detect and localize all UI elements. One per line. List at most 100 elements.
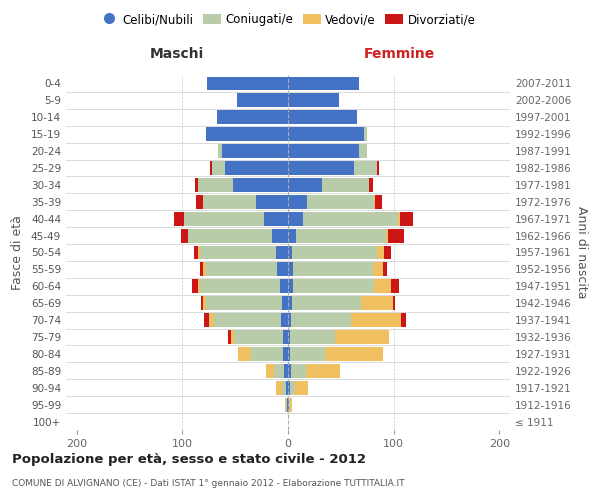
Bar bbox=[291, 364, 306, 378]
Bar bbox=[202, 296, 203, 310]
Bar bbox=[251, 347, 283, 361]
Bar bbox=[209, 313, 214, 327]
Bar bbox=[290, 347, 325, 361]
Bar bbox=[288, 94, 339, 108]
Bar bbox=[292, 246, 377, 260]
Bar bbox=[283, 347, 288, 361]
Bar bbox=[286, 381, 288, 394]
Bar bbox=[203, 262, 206, 276]
Bar bbox=[277, 262, 288, 276]
Text: Femmine: Femmine bbox=[364, 47, 434, 61]
Bar bbox=[174, 212, 184, 226]
Bar bbox=[196, 195, 203, 208]
Bar bbox=[306, 364, 340, 378]
Bar bbox=[281, 296, 288, 310]
Bar bbox=[237, 94, 288, 108]
Bar bbox=[288, 313, 291, 327]
Bar bbox=[284, 364, 288, 378]
Bar bbox=[223, 144, 288, 158]
Bar bbox=[288, 398, 289, 411]
Bar bbox=[377, 161, 379, 175]
Bar bbox=[288, 381, 290, 394]
Bar bbox=[188, 228, 272, 242]
Bar bbox=[288, 178, 322, 192]
Bar bbox=[263, 212, 288, 226]
Bar bbox=[272, 228, 288, 242]
Bar bbox=[287, 398, 288, 411]
Bar bbox=[292, 296, 361, 310]
Bar bbox=[212, 161, 224, 175]
Bar bbox=[203, 195, 256, 208]
Bar bbox=[364, 127, 367, 141]
Bar bbox=[198, 178, 233, 192]
Bar bbox=[374, 195, 382, 208]
Bar bbox=[277, 381, 281, 394]
Bar bbox=[195, 178, 198, 192]
Bar bbox=[285, 398, 286, 411]
Legend: Celibi/Nubili, Coniugati/e, Vedovi/e, Divorziati/e: Celibi/Nubili, Coniugati/e, Vedovi/e, Di… bbox=[95, 8, 481, 31]
Bar bbox=[203, 296, 206, 310]
Bar bbox=[266, 364, 274, 378]
Y-axis label: Fasce di età: Fasce di età bbox=[11, 215, 24, 290]
Bar bbox=[307, 195, 374, 208]
Bar bbox=[322, 178, 370, 192]
Bar bbox=[194, 246, 198, 260]
Bar bbox=[210, 161, 212, 175]
Text: Popolazione per età, sesso e stato civile - 2012: Popolazione per età, sesso e stato civil… bbox=[12, 452, 366, 466]
Bar bbox=[233, 178, 288, 192]
Bar bbox=[283, 330, 288, 344]
Bar bbox=[206, 296, 281, 310]
Bar bbox=[293, 262, 373, 276]
Bar bbox=[373, 262, 383, 276]
Bar bbox=[353, 161, 377, 175]
Bar bbox=[198, 246, 200, 260]
Bar bbox=[386, 228, 388, 242]
Bar bbox=[280, 280, 288, 293]
Bar bbox=[352, 313, 401, 327]
Bar bbox=[377, 246, 384, 260]
Bar bbox=[384, 246, 391, 260]
Bar bbox=[214, 313, 281, 327]
Bar bbox=[303, 212, 398, 226]
Bar bbox=[288, 364, 291, 378]
Bar bbox=[288, 110, 357, 124]
Bar bbox=[206, 76, 288, 90]
Bar bbox=[288, 76, 359, 90]
Bar bbox=[296, 228, 386, 242]
Bar bbox=[238, 347, 251, 361]
Bar bbox=[192, 280, 198, 293]
Bar bbox=[401, 313, 406, 327]
Bar bbox=[274, 364, 284, 378]
Bar bbox=[288, 347, 290, 361]
Bar bbox=[288, 228, 296, 242]
Bar bbox=[256, 195, 288, 208]
Bar bbox=[295, 381, 308, 394]
Bar bbox=[293, 280, 374, 293]
Bar bbox=[325, 347, 383, 361]
Bar bbox=[205, 313, 209, 327]
Bar bbox=[281, 313, 288, 327]
Bar bbox=[206, 262, 277, 276]
Bar bbox=[335, 330, 389, 344]
Bar bbox=[288, 262, 293, 276]
Bar bbox=[218, 144, 223, 158]
Bar bbox=[288, 246, 292, 260]
Bar bbox=[184, 212, 263, 226]
Bar bbox=[391, 280, 399, 293]
Bar bbox=[400, 212, 413, 226]
Bar bbox=[288, 195, 307, 208]
Bar bbox=[198, 280, 200, 293]
Bar bbox=[206, 127, 288, 141]
Bar bbox=[200, 246, 277, 260]
Bar bbox=[288, 127, 364, 141]
Text: Maschi: Maschi bbox=[150, 47, 204, 61]
Bar bbox=[288, 296, 292, 310]
Bar bbox=[228, 330, 231, 344]
Bar bbox=[374, 280, 391, 293]
Y-axis label: Anni di nascita: Anni di nascita bbox=[575, 206, 588, 298]
Bar bbox=[288, 161, 353, 175]
Bar bbox=[290, 398, 292, 411]
Bar bbox=[286, 398, 287, 411]
Bar bbox=[290, 381, 295, 394]
Bar bbox=[231, 330, 234, 344]
